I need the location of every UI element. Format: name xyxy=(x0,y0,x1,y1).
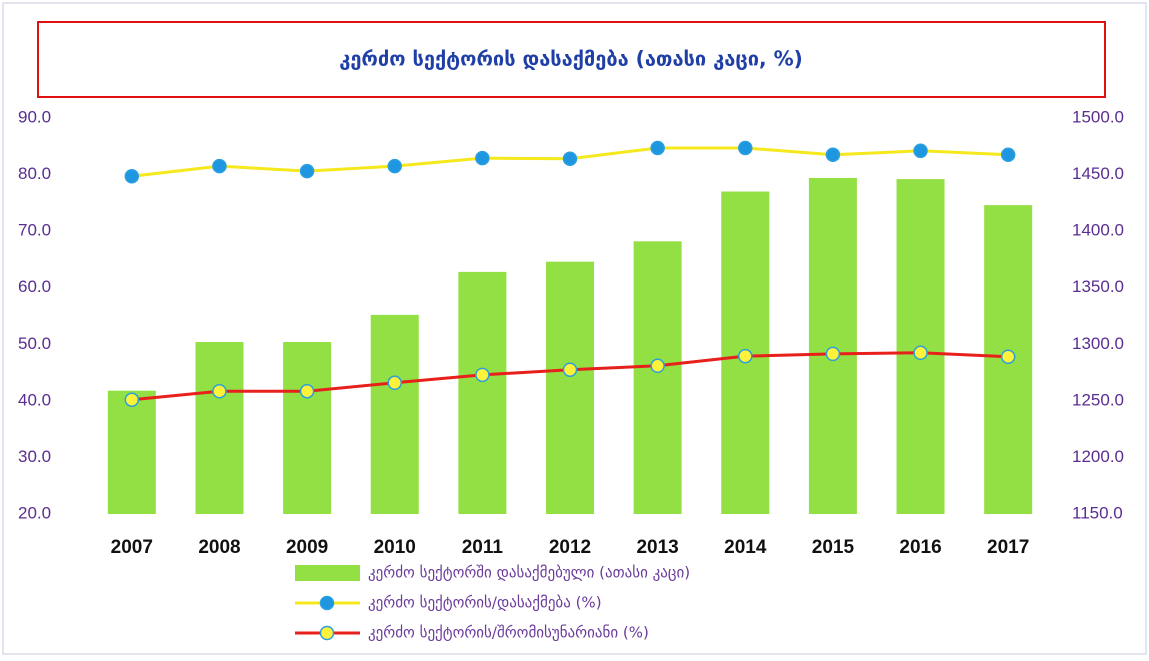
y2-tick-label: 1350.0 xyxy=(1072,277,1124,296)
x-tick-label: 2011 xyxy=(462,537,504,558)
x-tick-label: 2012 xyxy=(549,537,591,558)
marker xyxy=(299,383,315,399)
y2-tick-label: 1300.0 xyxy=(1072,334,1124,353)
title-box xyxy=(37,21,1106,98)
y-tick-label: 20.0 xyxy=(18,503,51,522)
y-tick-label: 30.0 xyxy=(18,447,51,466)
y-tick-label: 70.0 xyxy=(18,221,51,240)
bar xyxy=(633,241,682,514)
x-tick-label: 2009 xyxy=(286,537,328,558)
marker xyxy=(475,367,490,383)
marker xyxy=(1000,349,1016,364)
chart-title: კერძო სექტორის დასაქმება (ათასი კაცი, %) xyxy=(339,47,803,71)
y-tick-label: 40.0 xyxy=(18,390,51,409)
marker xyxy=(562,362,578,377)
x-tick-label: 2008 xyxy=(198,537,240,558)
marker xyxy=(825,346,841,362)
marker xyxy=(124,169,140,184)
marker xyxy=(738,348,753,364)
y-tick-label: 50.0 xyxy=(18,334,51,353)
x-tick-label: 2016 xyxy=(899,537,941,558)
y2-tick-label: 1250.0 xyxy=(1072,390,1124,409)
marker xyxy=(212,158,227,174)
y2-tick-label: 1400.0 xyxy=(1072,221,1124,240)
marker xyxy=(212,383,227,399)
bar xyxy=(107,390,156,514)
marker xyxy=(913,143,928,159)
marker xyxy=(738,140,753,156)
y-tick-label: 60.0 xyxy=(18,277,51,296)
marker xyxy=(1000,147,1016,163)
y2-tick-label: 1450.0 xyxy=(1072,164,1124,183)
bar xyxy=(546,261,594,514)
x-tick-label: 2007 xyxy=(111,537,153,558)
marker xyxy=(124,392,140,407)
bar xyxy=(370,314,419,514)
x-tick-label: 2013 xyxy=(636,537,678,558)
bar xyxy=(195,342,244,514)
x-tick-label: 2010 xyxy=(374,537,416,558)
x-tick-label: 2015 xyxy=(812,537,855,558)
y-tick-label: 80.0 xyxy=(18,164,51,183)
legend-label: კერძო სექტორის/დასაქმება (%) xyxy=(368,594,602,612)
marker xyxy=(387,158,402,174)
legend-label: კერძო სექტორის/შრომისუნარიანი (%) xyxy=(368,624,649,642)
marker xyxy=(562,151,578,166)
marker xyxy=(475,150,490,166)
marker xyxy=(650,358,665,374)
bar xyxy=(808,177,857,515)
legend-swatch xyxy=(295,565,360,581)
legend-marker xyxy=(319,595,335,611)
marker xyxy=(825,147,841,163)
marker xyxy=(913,345,928,361)
bar xyxy=(458,271,507,514)
y-tick-label: 90.0 xyxy=(18,107,51,126)
y2-tick-label: 1500.0 xyxy=(1072,107,1124,126)
y2-tick-label: 1150.0 xyxy=(1072,503,1123,522)
bar xyxy=(283,342,332,514)
x-tick-label: 2014 xyxy=(724,537,767,558)
legend-label: კერძო სექტორში დასაქმებული (ათასი კაცი) xyxy=(368,564,690,582)
y2-tick-label: 1200.0 xyxy=(1072,447,1124,466)
marker xyxy=(650,140,665,156)
marker xyxy=(387,375,402,391)
x-tick-label: 2017 xyxy=(987,537,1029,558)
legend-marker xyxy=(319,625,335,641)
marker xyxy=(299,163,315,179)
